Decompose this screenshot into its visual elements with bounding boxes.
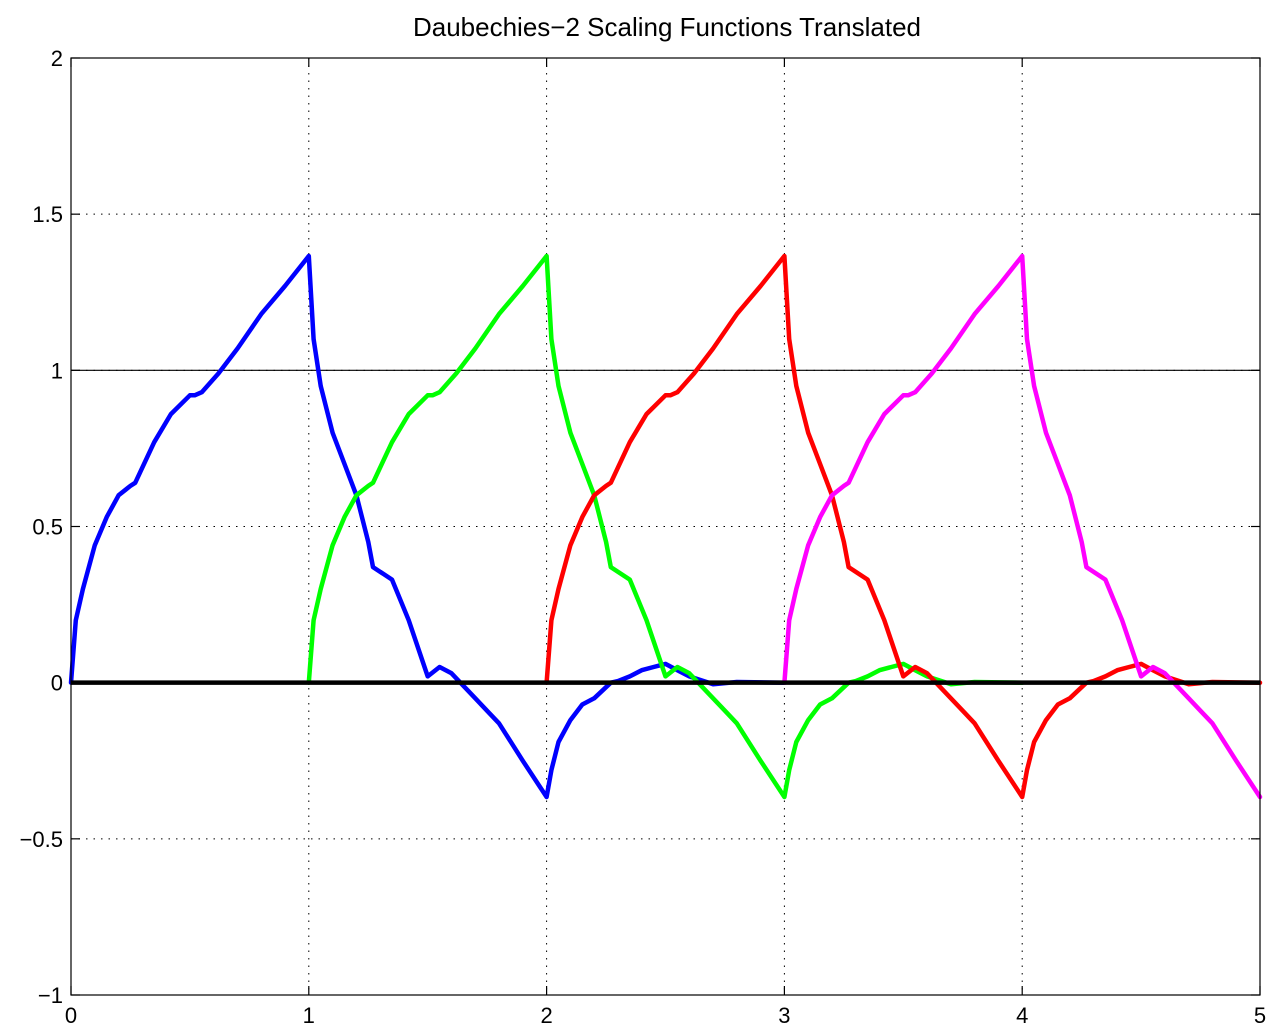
y-tick-label: −1 [38, 983, 63, 1008]
series-line-4 [782, 253, 1263, 800]
x-tick-label: 0 [65, 1003, 77, 1028]
y-tick-label: 0.5 [32, 515, 63, 540]
y-tick-label: 0 [51, 671, 63, 696]
y-tick-label: 1.5 [32, 202, 63, 227]
x-tick-label: 4 [1016, 1003, 1028, 1028]
reference-lines [71, 369, 1260, 684]
grid [71, 58, 1260, 995]
x-tick-label: 2 [540, 1003, 552, 1028]
x-tick-label: 3 [778, 1003, 790, 1028]
series-line-1 [68, 253, 787, 800]
ticks: 0 1 2 3 4 5 −1 −0.5 0 0.5 1 1.5 2 [20, 46, 1267, 1028]
x-tick-label: 1 [303, 1003, 315, 1028]
series-line-2 [306, 253, 1025, 800]
series-line-3 [544, 253, 1263, 800]
y-tick-label: −0.5 [20, 827, 63, 852]
x-tick-label: 5 [1254, 1003, 1266, 1028]
y-tick-label: 2 [51, 46, 63, 71]
y-tick-label: 1 [51, 358, 63, 383]
series-layer [68, 253, 1263, 800]
plot-frame [70, 57, 1261, 996]
chart-title: Daubechies−2 Scaling Functions Translate… [413, 12, 921, 42]
